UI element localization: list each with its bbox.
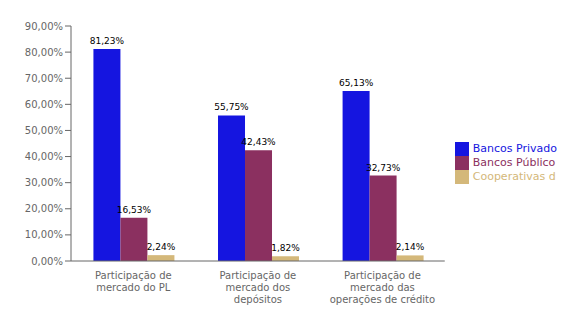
html-text:Bancos Público: Bancos Público <box>472 156 556 169</box>
svg-text:Participação demercado dasoper: Participação demercado dasoperações de c… <box>330 270 435 305</box>
svg-text:1,82%: 1,82% <box>271 243 300 253</box>
html-text:Bancos Privado: Bancos Privado <box>472 142 557 155</box>
svg-text:2,24%: 2,24% <box>147 242 176 252</box>
svg-text:81,23%: 81,23% <box>90 36 125 46</box>
svg-text:0,00%: 0,00% <box>31 256 63 267</box>
svg-text:Participação demercado dosdepó: Participação demercado dosdepósitos <box>220 270 297 305</box>
html-text:Cooperativas d: Cooperativas d <box>472 170 556 183</box>
svg-text:40,00%: 40,00% <box>25 151 63 162</box>
svg-text:70,00%: 70,00% <box>25 73 63 84</box>
svg-text:80,00%: 80,00% <box>25 47 63 58</box>
svg-text:32,73%: 32,73% <box>366 163 401 173</box>
svg-text:16,53%: 16,53% <box>117 205 152 215</box>
svg-text:42,43%: 42,43% <box>241 137 276 147</box>
svg-text:Participação demercado do PL: Participação demercado do PL <box>95 270 172 293</box>
svg-text:30,00%: 30,00% <box>25 177 63 188</box>
svg-text:60,00%: 60,00% <box>25 99 63 110</box>
svg-text:50,00%: 50,00% <box>25 125 63 136</box>
svg-text:2,14%: 2,14% <box>396 242 425 252</box>
svg-text:55,75%: 55,75% <box>214 102 249 112</box>
svg-text:65,13%: 65,13% <box>339 78 374 88</box>
svg-text:20,00%: 20,00% <box>25 203 63 214</box>
svg-text:90,00%: 90,00% <box>25 21 63 32</box>
svg-text:10,00%: 10,00% <box>25 229 63 240</box>
